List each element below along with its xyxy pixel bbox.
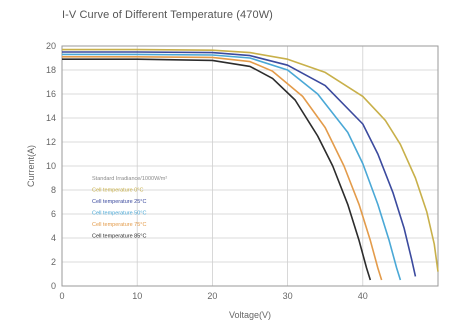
legend-entry-3: Cell temperature 50°C bbox=[92, 211, 147, 217]
series-line-5 bbox=[62, 58, 372, 281]
y-tick-label: 18 bbox=[46, 65, 56, 75]
x-axis-label: Voltage(V) bbox=[229, 310, 271, 320]
y-tick-label: 10 bbox=[46, 161, 56, 171]
legend-layer: Standard Irradiance/1000W/m² Cell tempera… bbox=[92, 176, 167, 240]
y-tick-label: 4 bbox=[51, 233, 56, 243]
y-tick-label: 16 bbox=[46, 89, 56, 99]
x-tick-label: 0 bbox=[59, 291, 64, 301]
y-tick-label: 12 bbox=[46, 137, 56, 147]
x-tick-label: 20 bbox=[207, 291, 217, 301]
legend-entry-4: Cell temperature 75°C bbox=[92, 222, 147, 228]
y-tick-label: 8 bbox=[51, 185, 56, 195]
legend-entry-1: Cell temperature 0°C bbox=[92, 188, 143, 194]
series-line-1 bbox=[62, 48, 439, 272]
legend-entry-2: Cell temperature 25°C bbox=[92, 199, 147, 205]
legend-entry-0: Standard Irradiance/1000W/m² bbox=[92, 176, 167, 182]
y-tick-label: 20 bbox=[46, 41, 56, 51]
grid-layer bbox=[61, 45, 439, 287]
y-tick-label: 14 bbox=[46, 113, 56, 123]
x-tick-label: 30 bbox=[283, 291, 293, 301]
series-line-4 bbox=[62, 56, 383, 281]
series-layer bbox=[62, 48, 439, 281]
x-tick-label: 40 bbox=[358, 291, 368, 301]
y-tick-label: 0 bbox=[51, 281, 56, 291]
y-tick-label: 6 bbox=[51, 209, 56, 219]
tick-label-layer: 0 2 4 6 8 10 12 14 16 18 20 0 10 20 30 40 bbox=[46, 41, 368, 301]
chart-title: I-V Curve of Different Temperature (470W… bbox=[62, 9, 273, 21]
legend-entry-5: Cell temperature 85°C bbox=[92, 234, 147, 240]
x-tick-label: 10 bbox=[132, 291, 142, 301]
y-tick-label: 2 bbox=[51, 257, 56, 267]
series-line-3 bbox=[62, 53, 402, 281]
series-line-2 bbox=[62, 51, 417, 277]
plot-frame bbox=[61, 45, 439, 287]
y-axis-label: Current(A) bbox=[26, 145, 36, 187]
